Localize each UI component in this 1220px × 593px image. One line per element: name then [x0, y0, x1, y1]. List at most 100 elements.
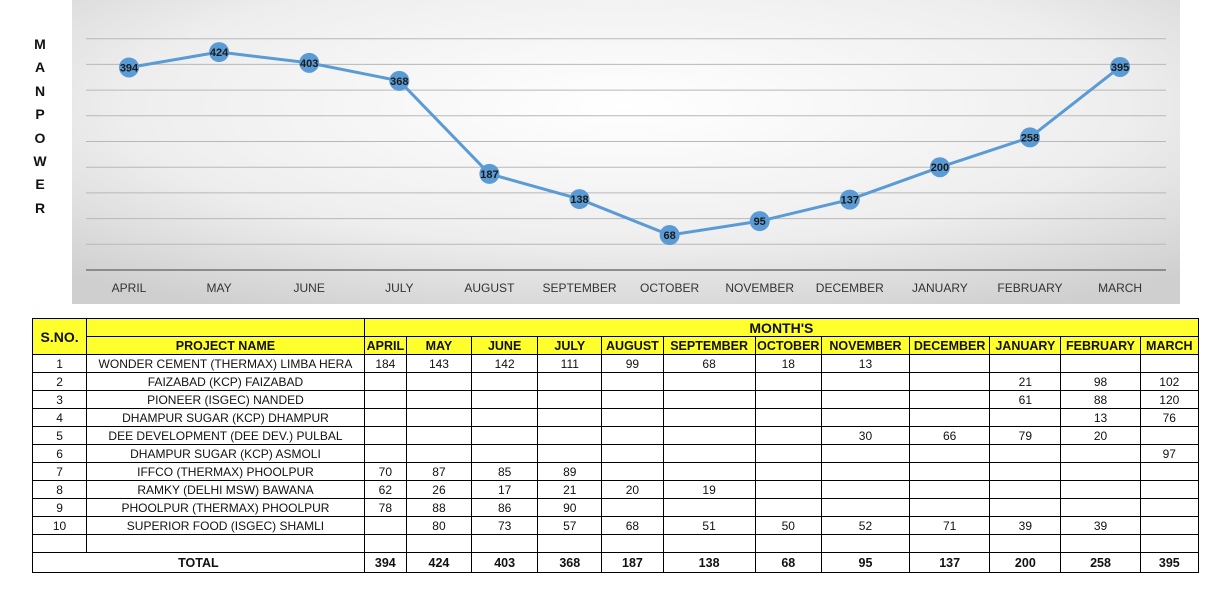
value-cell [909, 390, 991, 409]
value-cell: 13 [820, 354, 911, 373]
y-axis-label-letter: E [35, 176, 45, 193]
data-label: 200 [931, 162, 949, 174]
sno-cell: 2 [31, 372, 88, 391]
value-cell [909, 462, 991, 481]
value-cell [471, 426, 539, 445]
data-point [1110, 56, 1131, 77]
total-cell: 200 [989, 552, 1062, 573]
table-row: 6 DHAMPUR SUGAR (KCP) ASMOLI 97 [31, 444, 1200, 463]
value-cell [601, 444, 664, 463]
value-cell [909, 480, 991, 499]
value-cell [820, 444, 911, 463]
value-cell: 21 [537, 480, 603, 499]
total-cell: 368 [537, 552, 603, 573]
total-cell: 424 [405, 552, 473, 573]
sno-cell: 10 [31, 516, 88, 535]
project-name-cell: DEE DEVELOPMENT (DEE DEV.) PULBAL [86, 426, 365, 445]
value-cell [405, 426, 473, 445]
project-name-cell: DHAMPUR SUGAR (KCP) DHAMPUR [86, 408, 365, 427]
value-cell: 20 [601, 480, 664, 499]
value-cell [601, 426, 664, 445]
data-label: 95 [754, 216, 766, 228]
value-cell [754, 498, 822, 517]
value-cell [1060, 480, 1141, 499]
data-point [299, 52, 320, 73]
value-cell [989, 354, 1062, 373]
value-cell [601, 372, 664, 391]
table-row: 7 IFFCO (THERMAX) PHOOLPUR 70 87 85 89 [31, 462, 1200, 481]
value-cell [909, 372, 991, 391]
data-label: 258 [1021, 132, 1039, 144]
value-cell [405, 534, 473, 553]
y-axis-label-letter: R [34, 199, 46, 216]
value-cell [1139, 498, 1200, 517]
value-cell [471, 390, 539, 409]
value-cell [363, 408, 407, 427]
value-cell [662, 498, 756, 517]
value-cell [820, 534, 911, 553]
value-cell [601, 534, 664, 553]
data-point [389, 70, 410, 91]
value-cell: 97 [1139, 444, 1200, 463]
value-cell [909, 498, 991, 517]
total-cell: 187 [601, 552, 664, 573]
value-cell [820, 498, 911, 517]
x-tick-label: AUGUST [464, 281, 515, 295]
table-row: 1 WONDER CEMENT (THERMAX) LIMBA HERA 184 14… [31, 354, 1200, 373]
value-cell [989, 444, 1062, 463]
value-cell: 52 [820, 516, 911, 535]
value-cell [1060, 444, 1141, 463]
value-cell [754, 444, 822, 463]
sno-cell: 9 [31, 498, 88, 517]
value-cell: 88 [405, 498, 473, 517]
value-cell [363, 444, 407, 463]
data-point [929, 157, 950, 178]
value-cell: 26 [405, 480, 473, 499]
data-point [479, 163, 500, 184]
value-cell: 73 [471, 516, 539, 535]
value-cell: 111 [537, 354, 603, 373]
value-cell [1139, 534, 1200, 553]
chart-background [72, 0, 1180, 304]
x-tick-label: JUNE [294, 281, 325, 295]
data-label: 137 [841, 195, 859, 207]
data-point [569, 189, 590, 210]
project-name-cell: DHAMPUR SUGAR (KCP) ASMOLI [86, 444, 365, 463]
x-tick-label: OCTOBER [640, 281, 699, 295]
value-cell: 86 [471, 498, 539, 517]
value-cell: 142 [471, 354, 539, 373]
total-cell: 395 [1139, 552, 1200, 573]
value-cell [1139, 516, 1200, 535]
total-cell: 137 [909, 552, 991, 573]
total-cell: 403 [471, 552, 539, 573]
data-label: 368 [390, 76, 408, 88]
value-cell: 68 [662, 354, 756, 373]
value-cell [1139, 354, 1200, 373]
data-label: 138 [570, 194, 588, 206]
value-cell [820, 372, 911, 391]
month-header: MARCH [1139, 336, 1200, 355]
value-cell [363, 390, 407, 409]
y-axis-label-letter: W [33, 153, 47, 170]
value-cell [909, 408, 991, 427]
line-chart: 394 424 403 368 187 138 68 95 137 200 258 395 APRIL… [72, 0, 1180, 304]
value-cell: 71 [909, 516, 991, 535]
total-cell: 95 [820, 552, 911, 573]
value-cell: 50 [754, 516, 822, 535]
value-cell: 78 [363, 498, 407, 517]
project-name-cell: PIONEER (ISGEC) NANDED [86, 390, 365, 409]
value-cell [1060, 462, 1141, 481]
value-cell [662, 390, 756, 409]
x-tick-label: JANUARY [912, 281, 968, 295]
project-name-cell: RAMKY (DELHI MSW) BAWANA [86, 480, 365, 499]
value-cell: 20 [1060, 426, 1141, 445]
x-tick-label: FEBRUARY [997, 281, 1062, 295]
value-cell: 39 [989, 516, 1062, 535]
project-name-cell: IFFCO (THERMAX) PHOOLPUR [86, 462, 365, 481]
value-cell [662, 462, 756, 481]
value-cell: 88 [1060, 390, 1141, 409]
value-cell: 102 [1139, 372, 1200, 391]
value-cell [989, 408, 1062, 427]
data-label: 394 [120, 62, 139, 74]
x-tick-label: SEPTEMBER [542, 281, 616, 295]
